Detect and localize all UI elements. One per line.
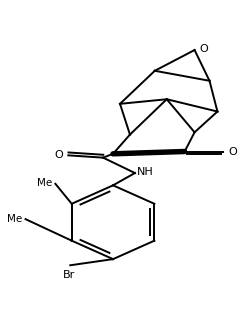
Text: O: O <box>55 150 63 160</box>
Text: Me: Me <box>8 214 23 224</box>
Text: Br: Br <box>63 269 75 280</box>
Text: O: O <box>229 146 237 156</box>
Text: O: O <box>199 44 208 54</box>
Text: NH: NH <box>137 167 154 177</box>
Text: Me: Me <box>37 178 53 188</box>
